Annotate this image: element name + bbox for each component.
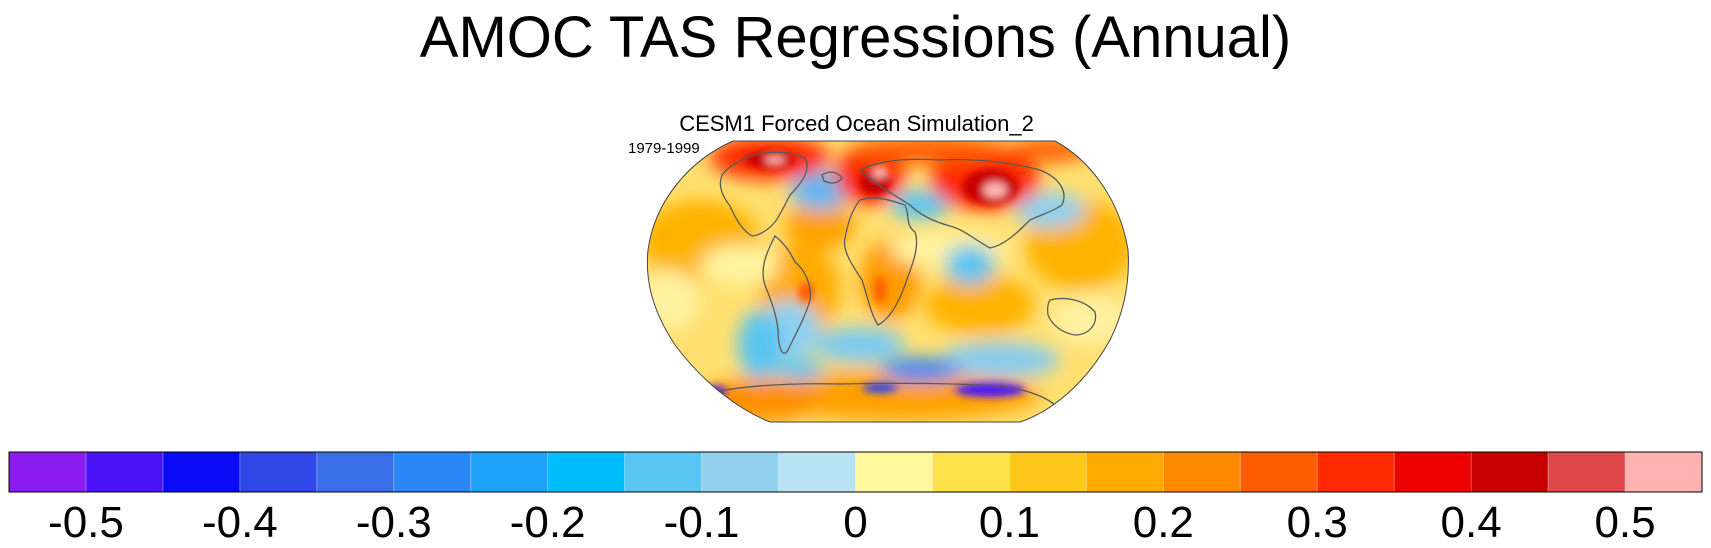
colorbar-box xyxy=(239,451,318,493)
colorbar-box xyxy=(8,451,87,493)
colorbar-box xyxy=(855,451,934,493)
colorbar-tick-label: 0.3 xyxy=(1286,498,1348,547)
panel-title: CESM1 Forced Ocean Simulation_2 xyxy=(679,111,1034,136)
period-label: 1979-1999 xyxy=(628,140,700,157)
colorbar-box xyxy=(162,451,241,493)
colorbar-tick-label: -0.3 xyxy=(355,498,432,547)
colorbar-box xyxy=(85,451,164,493)
colorbar-frame xyxy=(8,451,1703,493)
colorbar-box xyxy=(316,451,395,493)
colorbar-box xyxy=(1624,451,1704,493)
colorbar-box xyxy=(1085,451,1165,493)
colorbar-tick-label: 0 xyxy=(843,498,868,547)
colorbar-box xyxy=(1162,451,1242,493)
colorbar-tick-label: 0.4 xyxy=(1440,498,1502,547)
colorbar-box xyxy=(1239,451,1319,493)
colorbar-box xyxy=(778,451,857,493)
colorbar-box xyxy=(624,451,703,493)
colorbar-box xyxy=(1547,451,1627,493)
colorbar-box xyxy=(1316,451,1396,493)
colorbar-tick-label: -0.4 xyxy=(201,498,278,547)
colorbar-tick-label: -0.1 xyxy=(663,498,740,547)
coastlines xyxy=(699,151,1097,411)
colorbar-box xyxy=(1008,451,1088,493)
colorbar-box xyxy=(470,451,549,493)
colorbar-box xyxy=(547,451,626,493)
figure-title: AMOC TAS Regressions (Annual) xyxy=(419,5,1292,70)
colorbar-tick-label: 0.5 xyxy=(1594,498,1656,547)
colorbar-box xyxy=(1470,451,1550,493)
colorbar-tick-label: -0.2 xyxy=(509,498,586,547)
colorbar-tick-label: -0.5 xyxy=(48,498,124,547)
colorbar-tick-label: 0.1 xyxy=(978,498,1040,547)
globe-outline xyxy=(646,140,1129,423)
colorbar-box xyxy=(1393,451,1473,493)
colorbar-box xyxy=(701,451,780,493)
colorbar-tick-label: 0.2 xyxy=(1132,498,1194,547)
colorbar-box xyxy=(931,451,1011,493)
colorbar-box xyxy=(393,451,472,493)
